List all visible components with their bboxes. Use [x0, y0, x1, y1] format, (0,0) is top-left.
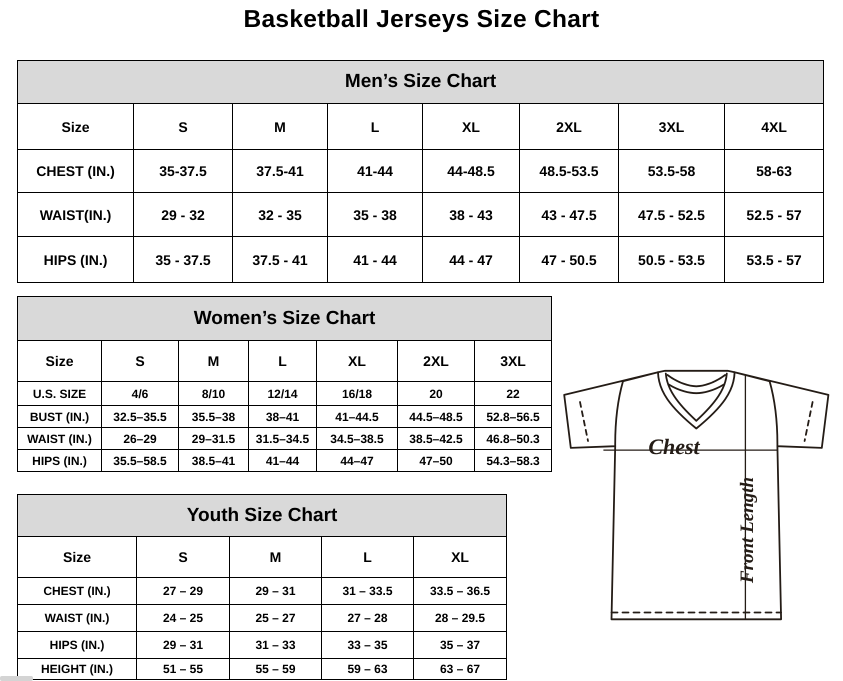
- svg-text:Front Length: Front Length: [737, 477, 758, 584]
- svg-text:Chest: Chest: [648, 434, 700, 459]
